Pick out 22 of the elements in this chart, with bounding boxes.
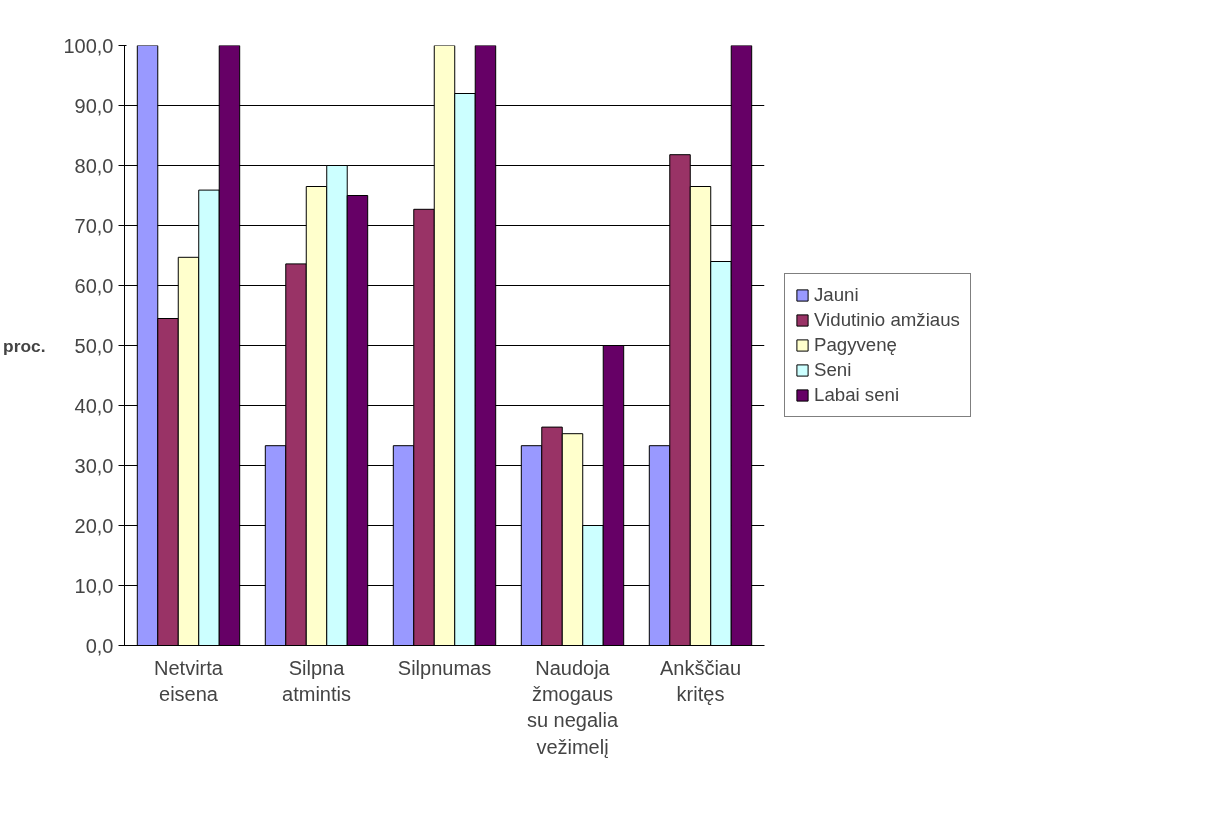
legend-label: Jauni (814, 284, 859, 306)
y-tick-label: 40,0 (74, 394, 114, 417)
x-tick-label: Netvirta eisena (154, 656, 224, 705)
y-tick-label: 90,0 (74, 94, 114, 117)
y-tick-label: 100,0 (63, 34, 114, 57)
x-tick-label: Silpnumas (397, 656, 492, 679)
y-tick-label: 70,0 (74, 214, 114, 237)
y-tick-label: 10,0 (74, 574, 114, 597)
y-tick-label: 30,0 (74, 454, 114, 477)
legend-label: Seni (814, 359, 852, 381)
legend-label: Labai seni (814, 384, 900, 406)
legend-label: Pagyvenę (814, 334, 897, 356)
y-tick-label: 0,0 (85, 634, 114, 657)
x-tick-label: Ankščiau kritęs (659, 656, 742, 705)
y-axis-title: proc. (3, 335, 46, 356)
legend-label: Vidutinio amžiaus (814, 309, 960, 331)
x-tick-label: Naudoja žmogaus su negalia vežimelį (526, 656, 619, 758)
y-tick-label: 50,0 (74, 334, 114, 357)
y-tick-label: 80,0 (74, 154, 114, 177)
y-tick-label: 20,0 (74, 514, 114, 537)
x-tick-label: Silpna atmintis (282, 656, 351, 705)
y-tick-label: 60,0 (74, 274, 114, 297)
